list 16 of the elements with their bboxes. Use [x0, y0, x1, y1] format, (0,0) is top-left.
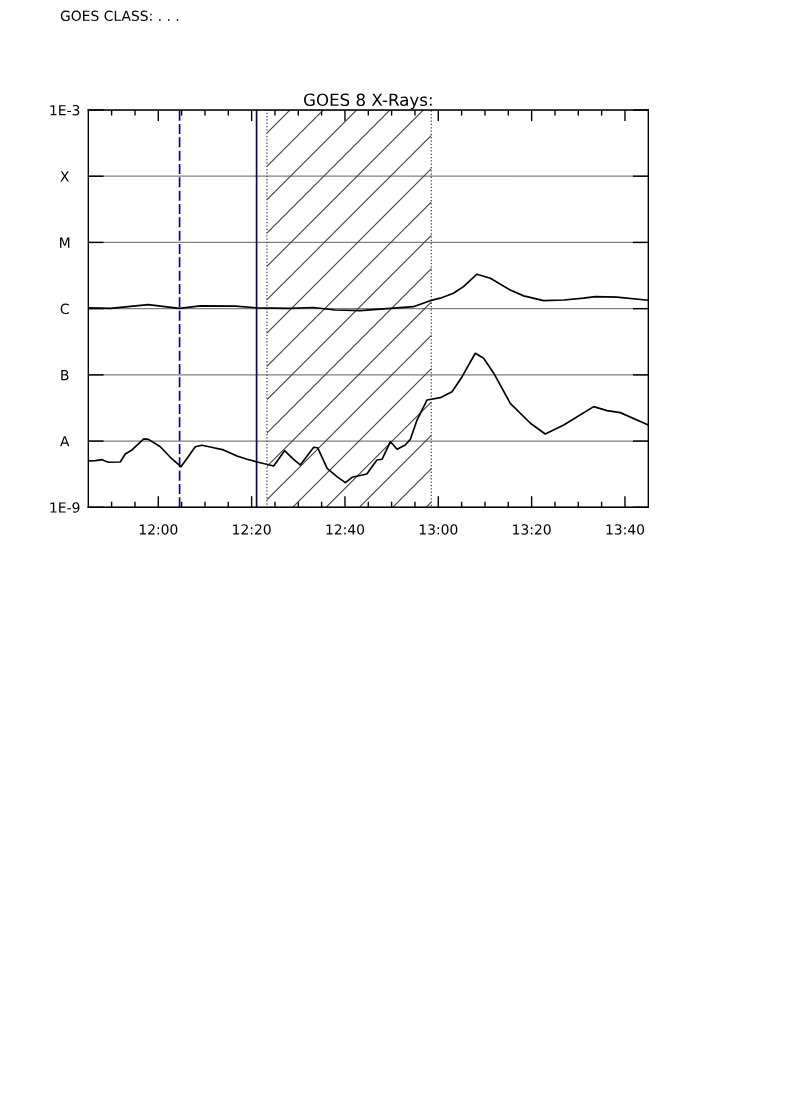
y-tick-label: C — [60, 303, 69, 315]
y-tick-label: M — [60, 237, 70, 248]
x-tick-label: 12:20 — [233, 524, 271, 535]
y-tick-label: B — [61, 370, 69, 381]
x-tick-label: 13:20 — [513, 524, 551, 535]
y-tick-label: 1E-9 — [50, 502, 80, 513]
line-series — [88, 273, 649, 312]
y-tick-label: A — [60, 436, 70, 447]
chart-title: GOES 8 X-Rays: — [303, 93, 432, 110]
text: GOES CLASS: . . . — [60, 10, 179, 22]
x-tick-label: 12:40 — [326, 524, 365, 535]
x-tick-label: 13:00 — [419, 524, 458, 535]
y-tick-label: 1E-3 — [50, 104, 80, 116]
x-tick-label: 12:00 — [139, 524, 178, 535]
y-tick-label: X — [60, 171, 70, 182]
x-tick-label: 13:40 — [606, 524, 645, 535]
